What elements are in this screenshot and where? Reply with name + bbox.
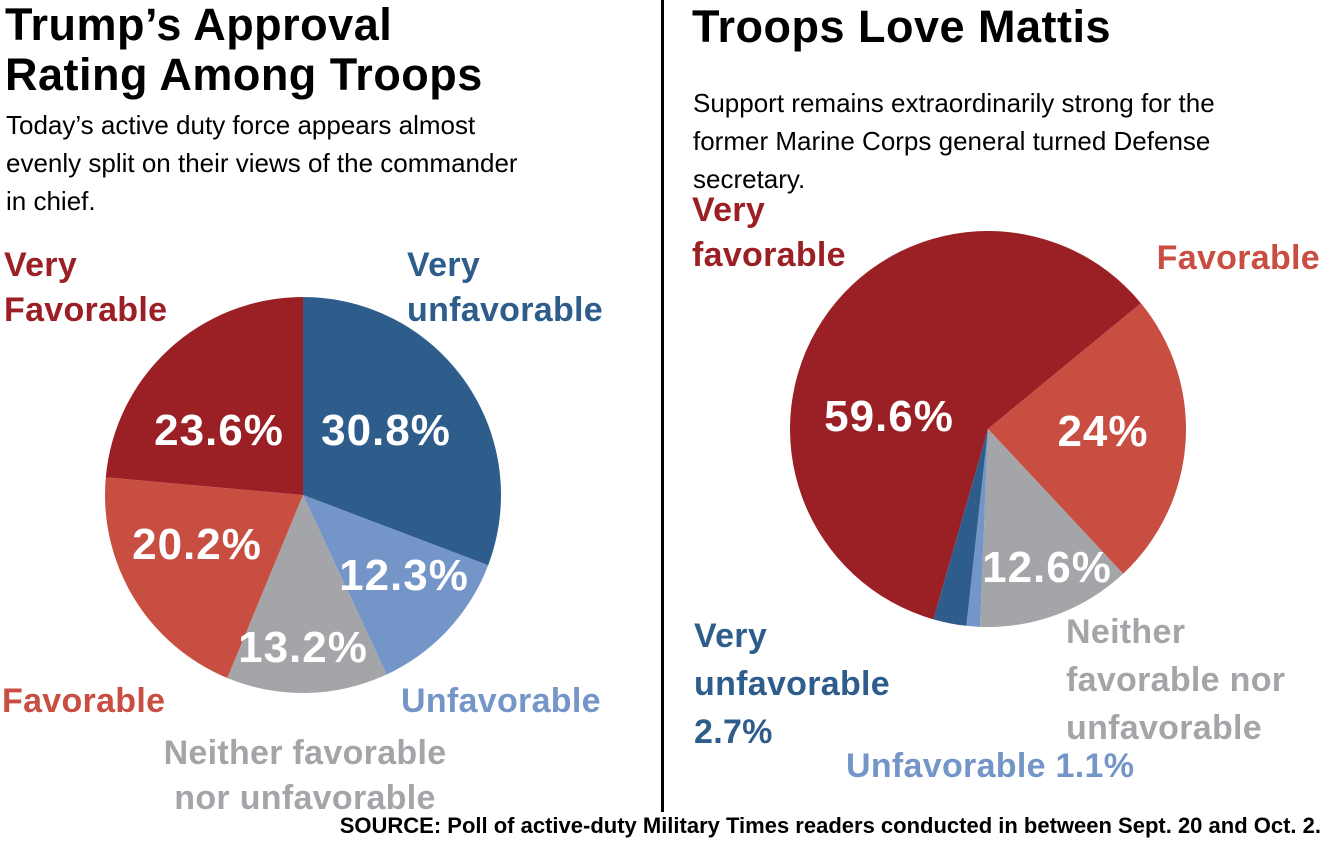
left-chart-title: Trump’s Approval Rating Among Troops <box>5 0 483 100</box>
pie-slice-neither <box>979 429 1124 627</box>
label-very-favorable: Very Favorable <box>4 246 168 329</box>
left-chart-subtitle: Today’s active duty force appears almost… <box>6 110 518 216</box>
right-chart-title: Troops Love Mattis <box>692 1 1112 52</box>
label-favorable: Favorable <box>1156 239 1320 277</box>
pie-slice-favorable <box>988 303 1186 574</box>
pie-percent-label: 30.8% <box>321 406 451 455</box>
pie-percent-label: 59.6% <box>824 392 954 441</box>
label-favorable: Favorable <box>2 682 166 720</box>
panel-divider <box>661 0 664 812</box>
label-very-unfavorable: Very unfavorable 2.7% <box>694 617 891 751</box>
right-chart-subtitle: Support remains extraordinarily strong f… <box>693 88 1215 194</box>
label-neither: Neither favorable nor unfavorable <box>163 734 447 817</box>
pie-percent-label: 24% <box>1057 407 1149 456</box>
pie-percent-label: 23.6% <box>154 406 284 455</box>
pie-percent-label: 20.2% <box>132 520 262 569</box>
pie-slice-very-favorable <box>790 231 1141 620</box>
pie-slice-favorable <box>105 477 303 678</box>
mattis-pie-chart <box>790 231 1186 627</box>
source-note: SOURCE: Poll of active-duty Military Tim… <box>339 813 1321 838</box>
pie-slice-very-favorable <box>105 297 303 495</box>
pie-percent-label: 13.2% <box>238 623 368 672</box>
pie-percent-label: 12.6% <box>982 543 1112 592</box>
pie-slice-unfavorable <box>966 429 988 627</box>
label-neither: Neither favorable nor unfavorable <box>1066 613 1286 747</box>
pie-percent-label: 12.3% <box>339 551 469 600</box>
label-very-unfavorable: Very unfavorable <box>407 246 604 329</box>
pie-slice-neither <box>227 495 387 693</box>
label-unfavorable: Unfavorable <box>401 682 601 720</box>
pie-slice-very-unfavorable <box>303 297 501 566</box>
label-very-favorable: Very favorable <box>692 191 846 274</box>
pie-slice-unfavorable <box>303 495 489 675</box>
pie-slice-very-unfavorable <box>933 429 988 626</box>
trump-pie-chart <box>105 297 501 693</box>
label-unfavorable: Unfavorable 1.1% <box>846 747 1135 785</box>
